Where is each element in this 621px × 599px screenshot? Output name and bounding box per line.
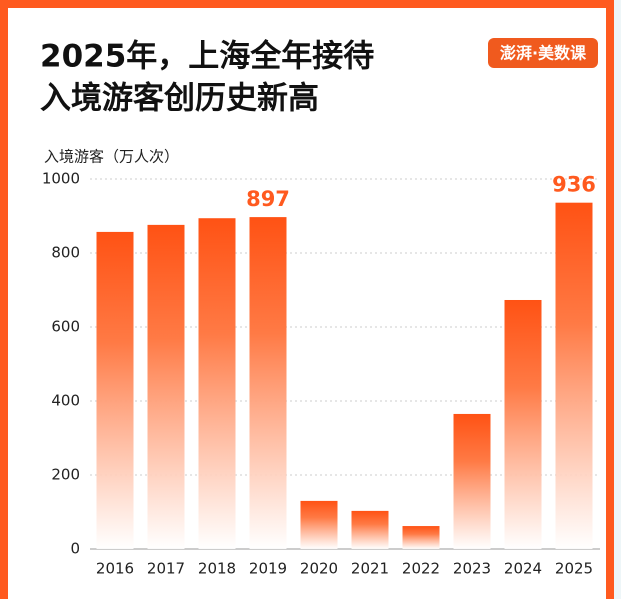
value-label: 936 [552,173,596,197]
x-tick-label: 2022 [402,560,440,578]
y-tick-label: 0 [70,540,80,558]
x-tick-label: 2018 [198,560,236,578]
chart-title: 2025年，上海全年接待 [40,39,374,75]
bar [555,202,593,549]
x-tick-label: 2019 [249,560,287,578]
bar [147,224,185,549]
bar [198,218,236,549]
bar [504,299,542,549]
bar [249,217,287,550]
bar [402,526,440,549]
x-tick-label: 2016 [96,560,134,578]
bar [351,510,389,549]
y-tick-label: 400 [51,392,80,410]
frame-top [0,0,614,8]
logo-box [488,38,598,68]
y-tick-label: 1000 [42,170,80,188]
bar [96,231,134,549]
y-tick-label: 200 [51,466,80,484]
logo: 澎湃·美数课 [500,44,587,63]
x-tick-label: 2020 [300,560,338,578]
x-tick-label: 2024 [504,560,542,578]
x-tick-label: 2025 [555,560,593,578]
x-tick-label: 2021 [351,560,389,578]
y-axis-label: 入境游客（万人次） [44,148,179,166]
y-tick-label: 600 [51,318,80,336]
chart-title: 入境游客创历史新高 [40,81,319,117]
bar [453,413,491,549]
bar [300,500,338,549]
x-tick-label: 2023 [453,560,491,578]
frame-right [606,0,614,599]
frame-left [0,0,8,599]
value-label: 897 [246,187,290,211]
y-tick-label: 800 [51,244,80,262]
x-tick-label: 2017 [147,560,185,578]
